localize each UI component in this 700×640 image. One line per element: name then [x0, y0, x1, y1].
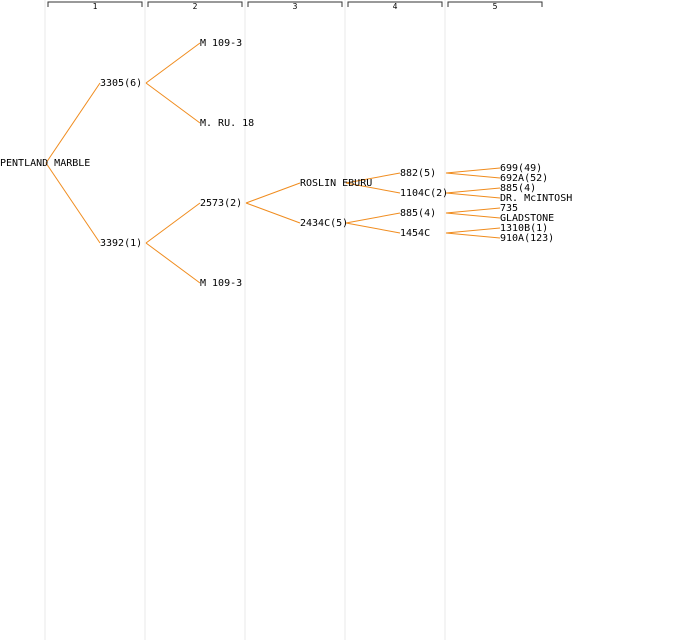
node-label: M. RU. 18 [200, 118, 254, 129]
connector-line [445, 212, 501, 219]
node-labels: PENTLAND MARBLE 3305(6) M 109-3 M. RU. 18 33… [0, 38, 572, 289]
generation-number: 1 [93, 2, 98, 11]
connector-line [445, 167, 501, 174]
connector-line [145, 202, 201, 244]
generation-bracket [247, 1, 343, 7]
generation-header: 1 2 3 4 5 [47, 1, 543, 11]
node-label: 2434C(5) [300, 218, 348, 229]
generation-number: 2 [193, 2, 198, 11]
generation-number: 3 [293, 2, 298, 11]
connector-line [445, 187, 501, 194]
node-label: 2573(2) [200, 198, 242, 209]
node-label: M 109-3 [200, 278, 242, 289]
node-label: 699(49) [500, 163, 542, 174]
connector-line [345, 222, 401, 234]
node-label: 735 [500, 203, 518, 214]
connector-line [445, 192, 501, 199]
node-label: 3305(6) [100, 78, 142, 89]
node-label: 692A(52) [500, 173, 548, 184]
connector-line [345, 172, 401, 184]
connector-line [145, 242, 201, 284]
generation-bracket [47, 1, 143, 7]
node-label: M 109-3 [200, 38, 242, 49]
connector-line [445, 227, 501, 234]
connector-line [45, 162, 101, 244]
connector-line [45, 82, 101, 164]
connector-line [245, 182, 301, 204]
node-label: 885(4) [500, 183, 536, 194]
node-label: 1310B(1) [500, 223, 548, 234]
connector-lines [45, 42, 501, 284]
connector-line [145, 82, 201, 124]
generation-bracket [447, 1, 543, 7]
node-label: 1104C(2) [400, 188, 448, 199]
node-label: ROSLIN EBURU [300, 178, 372, 189]
node-label: DR. McINTOSH [500, 193, 572, 204]
node-label: 3392(1) [100, 238, 142, 249]
connector-line [245, 202, 301, 224]
column-dividers [44, 0, 446, 640]
generation-number: 5 [493, 2, 498, 11]
connector-line [345, 182, 401, 194]
node-label: 885(4) [400, 208, 436, 219]
generation-bracket [347, 1, 443, 7]
node-label: 882(5) [400, 168, 436, 179]
generation-number: 4 [393, 2, 398, 11]
node-label: 910A(123) [500, 233, 554, 244]
generation-bracket [147, 1, 243, 7]
connector-line [145, 42, 201, 84]
connector-line [445, 172, 501, 179]
node-label: PENTLAND MARBLE [0, 158, 90, 169]
connector-line [345, 212, 401, 224]
connector-line [445, 232, 501, 239]
node-label: 1454C [400, 228, 430, 239]
node-label: GLADSTONE [500, 213, 554, 224]
connector-line [445, 207, 501, 214]
